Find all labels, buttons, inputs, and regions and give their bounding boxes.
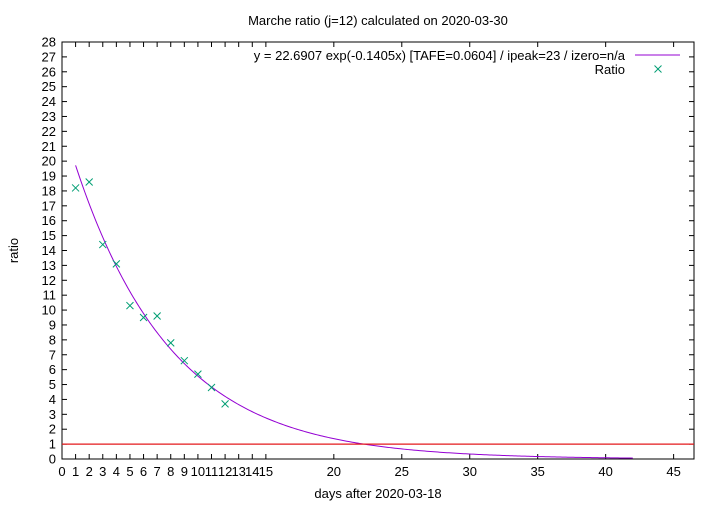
legend-ratio-swatch: [654, 65, 662, 73]
y-tick-label: 27: [42, 49, 56, 64]
x-tick-label: 20: [327, 464, 341, 479]
x-tick-label: 5: [126, 464, 133, 479]
data-point: [207, 383, 216, 392]
x-tick-label: 14: [245, 464, 259, 479]
x-tick-label: 30: [463, 464, 477, 479]
x-tick-label: 11: [205, 464, 219, 479]
y-tick-label: 20: [42, 154, 56, 169]
series-layer: [62, 165, 694, 459]
x-tick-label: 7: [154, 464, 161, 479]
y-tick-label: 7: [49, 347, 56, 362]
x-tick-label: 13: [231, 464, 245, 479]
data-point: [112, 260, 121, 268]
x-tick-label: 1: [72, 464, 79, 479]
x-tick-label: 12: [218, 464, 232, 479]
x-tick-label: 9: [181, 464, 188, 479]
y-tick-label: 17: [42, 198, 56, 213]
x-tick-label: 10: [191, 464, 205, 479]
y-tick-label: 9: [49, 317, 56, 332]
data-point: [71, 184, 80, 192]
y-tick-label: 19: [42, 169, 56, 184]
data-point: [85, 178, 94, 186]
x-tick-label: 6: [140, 464, 147, 479]
x-axis-label: days after 2020-03-18: [314, 486, 441, 501]
plot-frame: [61, 41, 695, 460]
data-point: [153, 312, 161, 320]
y-tick-label: 6: [49, 362, 56, 377]
legend-fit-label: y = 22.6907 exp(-0.1405x) [TAFE=0.0604] …: [254, 48, 626, 63]
x-tick-label: 2: [86, 464, 93, 479]
data-point: [194, 370, 202, 378]
y-tick-label: 4: [49, 392, 56, 407]
y-tick-label: 15: [42, 228, 56, 243]
y-tick-label: 16: [42, 213, 56, 228]
data-point: [166, 338, 175, 347]
y-tick-label: 5: [49, 377, 56, 392]
y-tick-label: 28: [42, 35, 56, 50]
x-axis: 0 1 2 3 4 5 6 7 8 9 10 11 12 13 14 15 20 25 30 35 40 45: [58, 42, 681, 479]
data-point: [180, 356, 189, 365]
fit-curve: [75, 165, 633, 459]
y-tick-label: 18: [42, 183, 56, 198]
x-tick-label: 35: [530, 464, 544, 479]
data-point: [126, 301, 134, 310]
legend: y = 22.6907 exp(-0.1405x) [TAFE=0.0604] …: [254, 48, 680, 77]
y-axis: 0123456789101112131415161718192021222324…: [42, 35, 694, 467]
y-tick-label: 25: [42, 79, 56, 94]
y-tick-label: 3: [49, 407, 56, 422]
y-tick-label: 1: [49, 437, 56, 452]
data-point: [139, 313, 148, 322]
y-tick-label: 24: [42, 94, 56, 109]
y-tick-label: 14: [42, 243, 56, 258]
chart-title: Marche ratio (j=12) calculated on 2020-0…: [248, 13, 508, 28]
y-axis-label: ratio: [6, 238, 21, 263]
y-tick-label: 11: [43, 288, 57, 303]
y-tick-label: 22: [42, 124, 56, 139]
x-tick-label: 0: [58, 464, 65, 479]
x-tick-label: 4: [113, 464, 120, 479]
x-tick-label: 40: [598, 464, 612, 479]
y-tick-label: 12: [42, 273, 56, 288]
x-tick-label: 45: [666, 464, 680, 479]
legend-ratio-label: Ratio: [595, 62, 625, 77]
data-point: [221, 400, 229, 408]
x-tick-label: 25: [395, 464, 409, 479]
x-tick-label: 8: [167, 464, 174, 479]
data-point: [98, 240, 107, 249]
x-tick-label: 15: [259, 464, 273, 479]
y-tick-label: 0: [49, 452, 56, 467]
x-tick-label: 3: [99, 464, 106, 479]
y-tick-label: 13: [42, 258, 56, 273]
y-tick-label: 26: [42, 64, 56, 79]
y-tick-label: 8: [49, 332, 56, 347]
y-tick-label: 10: [42, 303, 56, 318]
y-tick-label: 2: [49, 422, 56, 437]
y-tick-label: 21: [42, 139, 56, 154]
y-tick-label: 23: [42, 109, 56, 124]
